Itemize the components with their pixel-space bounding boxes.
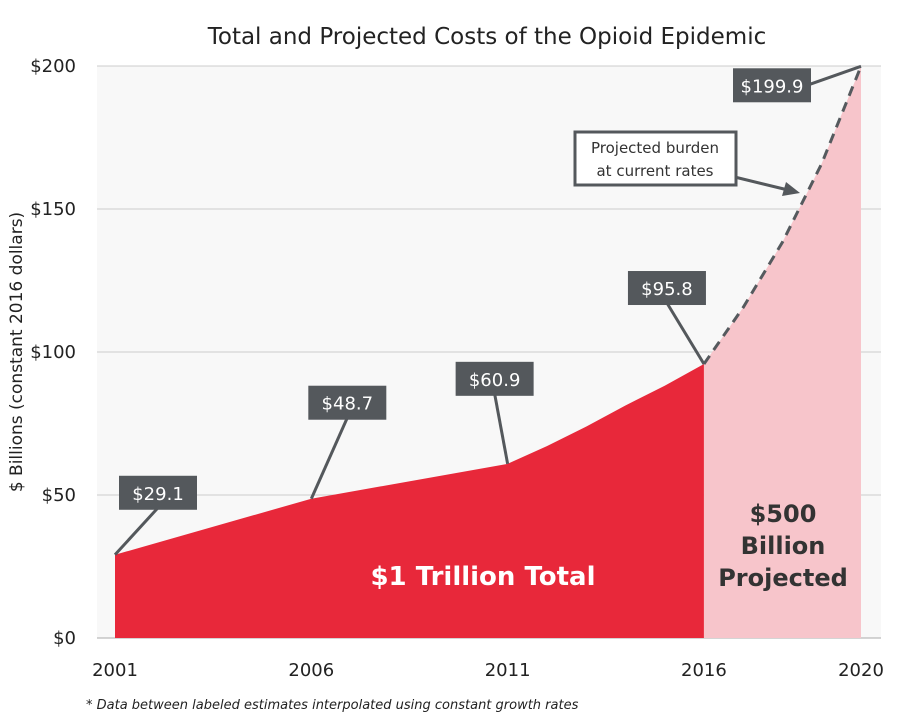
callout-leader-2011 — [493, 393, 510, 465]
total-area-label: $1 Trillion Total — [370, 562, 595, 592]
callout-leader-2001 — [113, 506, 160, 556]
callout-leaders — [113, 64, 862, 556]
projected-area-label-line-1: $500 — [750, 500, 817, 528]
callout-labels: $29.1 $48.7 $60.9 $95.8 $199.9 — [119, 68, 811, 510]
callout-label-2016: $95.8 — [641, 279, 693, 300]
x-axis-ticks: 2001 2006 2011 2016 2020 — [92, 660, 884, 681]
y-axis-label: $ Billions (constant 2016 dollars) — [7, 212, 27, 492]
projected-note: Projected burden at current rates — [573, 130, 800, 196]
projected-area-label-line-2: Billion — [741, 532, 826, 560]
callout-leader-2016 — [665, 302, 706, 365]
projected-note-arrowhead — [782, 182, 800, 196]
callout-leader-2020 — [806, 64, 862, 87]
projected-note-box — [573, 130, 738, 187]
callout-label-2001: $29.1 — [132, 484, 184, 505]
y-tick-label-150: $150 — [30, 199, 76, 220]
callout-box-2016 — [627, 271, 706, 306]
callout-label-2020: $199.9 — [741, 76, 804, 97]
projected-area — [703, 66, 861, 638]
projected-dashed-line — [702, 65, 863, 365]
y-tick-label-0: $0 — [53, 628, 76, 649]
data-areas — [115, 65, 863, 638]
chart-title: Total and Projected Costs of the Opioid … — [207, 24, 767, 50]
projected-area-label-line-3: Projected — [718, 564, 848, 592]
x-tick-label-2020: 2020 — [838, 660, 884, 681]
total-area — [115, 364, 704, 638]
callout-box-2011 — [455, 361, 534, 396]
footnote: * Data between labeled estimates interpo… — [86, 698, 579, 713]
projected-note-line-1: Projected burden — [591, 139, 719, 157]
callout-box-2006 — [308, 385, 387, 420]
x-tick-label-2011: 2011 — [485, 660, 531, 681]
callout-label-2011: $60.9 — [469, 370, 521, 391]
callout-box-2020 — [733, 68, 811, 103]
callout-box-2001 — [119, 475, 197, 510]
y-axis-ticks: $0 $50 $100 $150 $200 — [30, 56, 76, 649]
callout-leader-2006 — [309, 417, 349, 500]
callout-label-2006: $48.7 — [322, 394, 374, 415]
x-tick-label-2006: 2006 — [288, 660, 334, 681]
y-tick-label-200: $200 — [30, 56, 76, 77]
projected-note-line-2: at current rates — [596, 162, 713, 180]
x-tick-label-2001: 2001 — [92, 660, 138, 681]
y-tick-label-50: $50 — [42, 485, 76, 506]
x-tick-label-2016: 2016 — [681, 660, 727, 681]
y-tick-label-100: $100 — [30, 342, 76, 363]
